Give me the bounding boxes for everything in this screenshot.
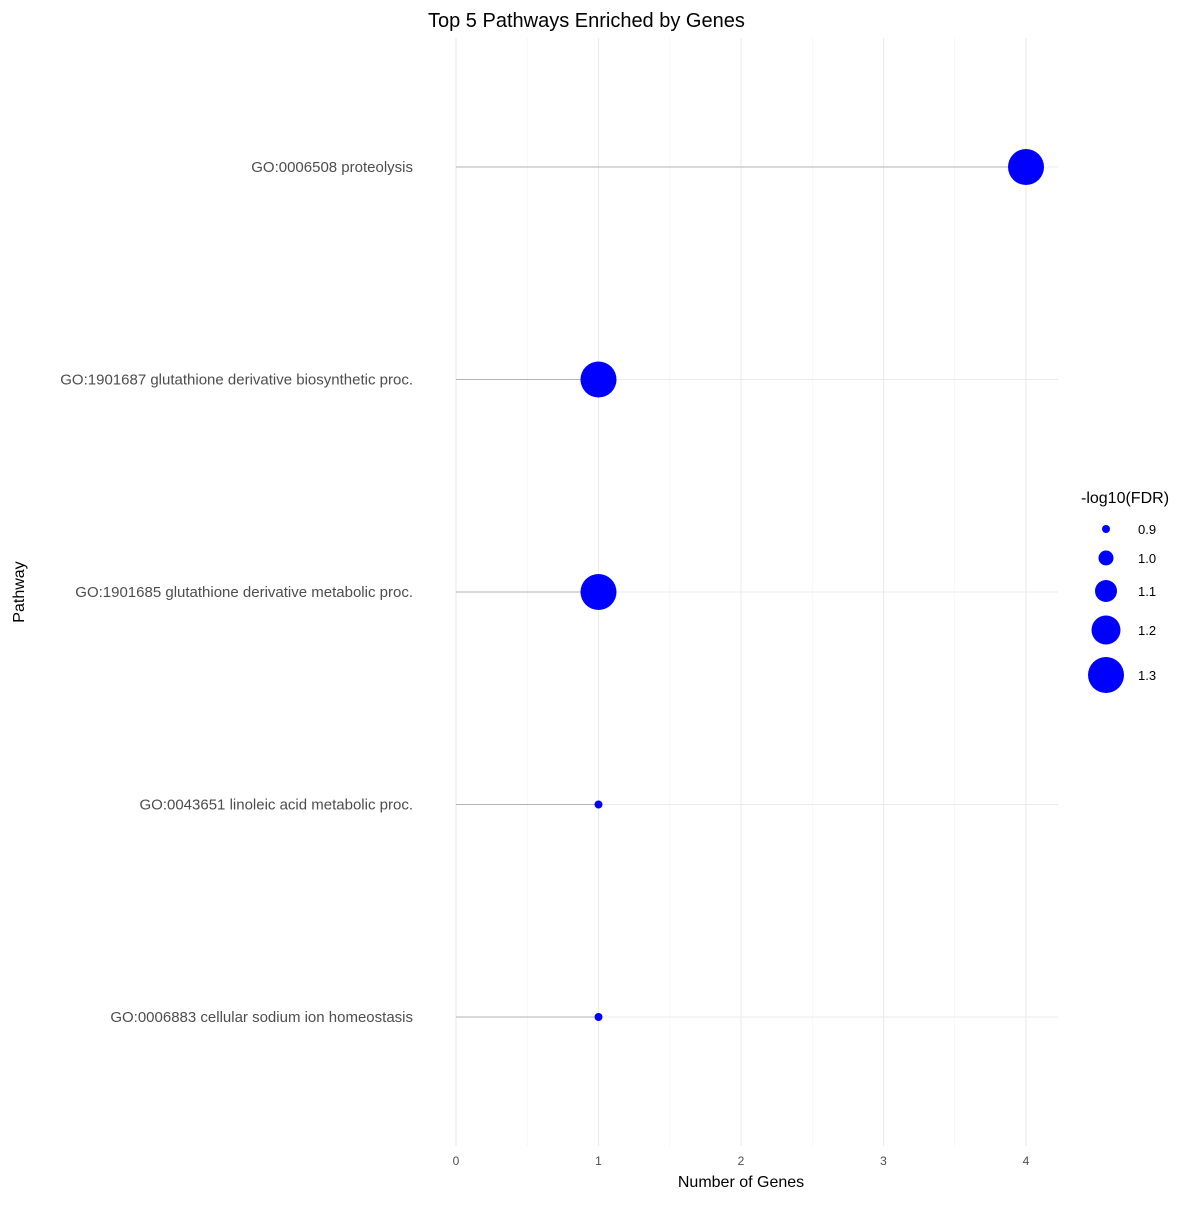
x-tick-label: 4 — [1023, 1154, 1030, 1168]
legend-label: 1.2 — [1138, 623, 1156, 638]
points-layer — [580, 149, 1044, 1021]
legend-title: -log10(FDR) — [1081, 490, 1169, 507]
size-legend: -log10(FDR) 0.9 1.0 1.1 1.2 1.3 — [1081, 490, 1169, 693]
legend-label: 1.0 — [1138, 551, 1156, 566]
y-tick-label: GO:0006508 proteolysis — [251, 159, 413, 176]
legend-label: 1.1 — [1138, 584, 1156, 599]
x-tick-label: 0 — [453, 1154, 460, 1168]
data-point — [1008, 149, 1044, 185]
y-tick-label: GO:0006883 cellular sodium ion homeostas… — [110, 1009, 413, 1026]
data-point — [594, 1013, 603, 1021]
legend-key — [1088, 657, 1124, 693]
x-tick-labels: 0 1 2 3 4 — [453, 1154, 1030, 1168]
chart-title: Top 5 Pathways Enriched by Genes — [428, 10, 745, 32]
legend-label: 1.3 — [1138, 668, 1156, 683]
y-axis-title: Pathway — [11, 561, 28, 622]
data-point — [580, 574, 617, 610]
legend-key — [1102, 525, 1110, 533]
y-tick-label: GO:1901687 glutathione derivative biosyn… — [60, 372, 413, 389]
legend-label: 0.9 — [1138, 522, 1156, 537]
y-tick-labels: GO:0006508 proteolysis GO:1901687 glutath… — [60, 159, 413, 1026]
legend-key — [1098, 550, 1114, 566]
legend-key — [1095, 580, 1117, 602]
legend-items: 0.9 1.0 1.1 1.2 1.3 — [1088, 522, 1156, 693]
data-point — [594, 800, 603, 809]
y-tick-label: GO:1901685 glutathione derivative metabo… — [75, 584, 413, 601]
x-tick-label: 2 — [738, 1154, 745, 1168]
x-axis-title: Number of Genes — [678, 1174, 804, 1191]
y-tick-label: GO:0043651 linoleic acid metabolic proc. — [140, 797, 414, 814]
legend-key — [1091, 615, 1121, 645]
stems-layer — [456, 166, 1026, 1018]
x-tick-label: 3 — [880, 1154, 887, 1168]
data-point — [580, 361, 617, 398]
x-tick-label: 1 — [595, 1154, 602, 1168]
